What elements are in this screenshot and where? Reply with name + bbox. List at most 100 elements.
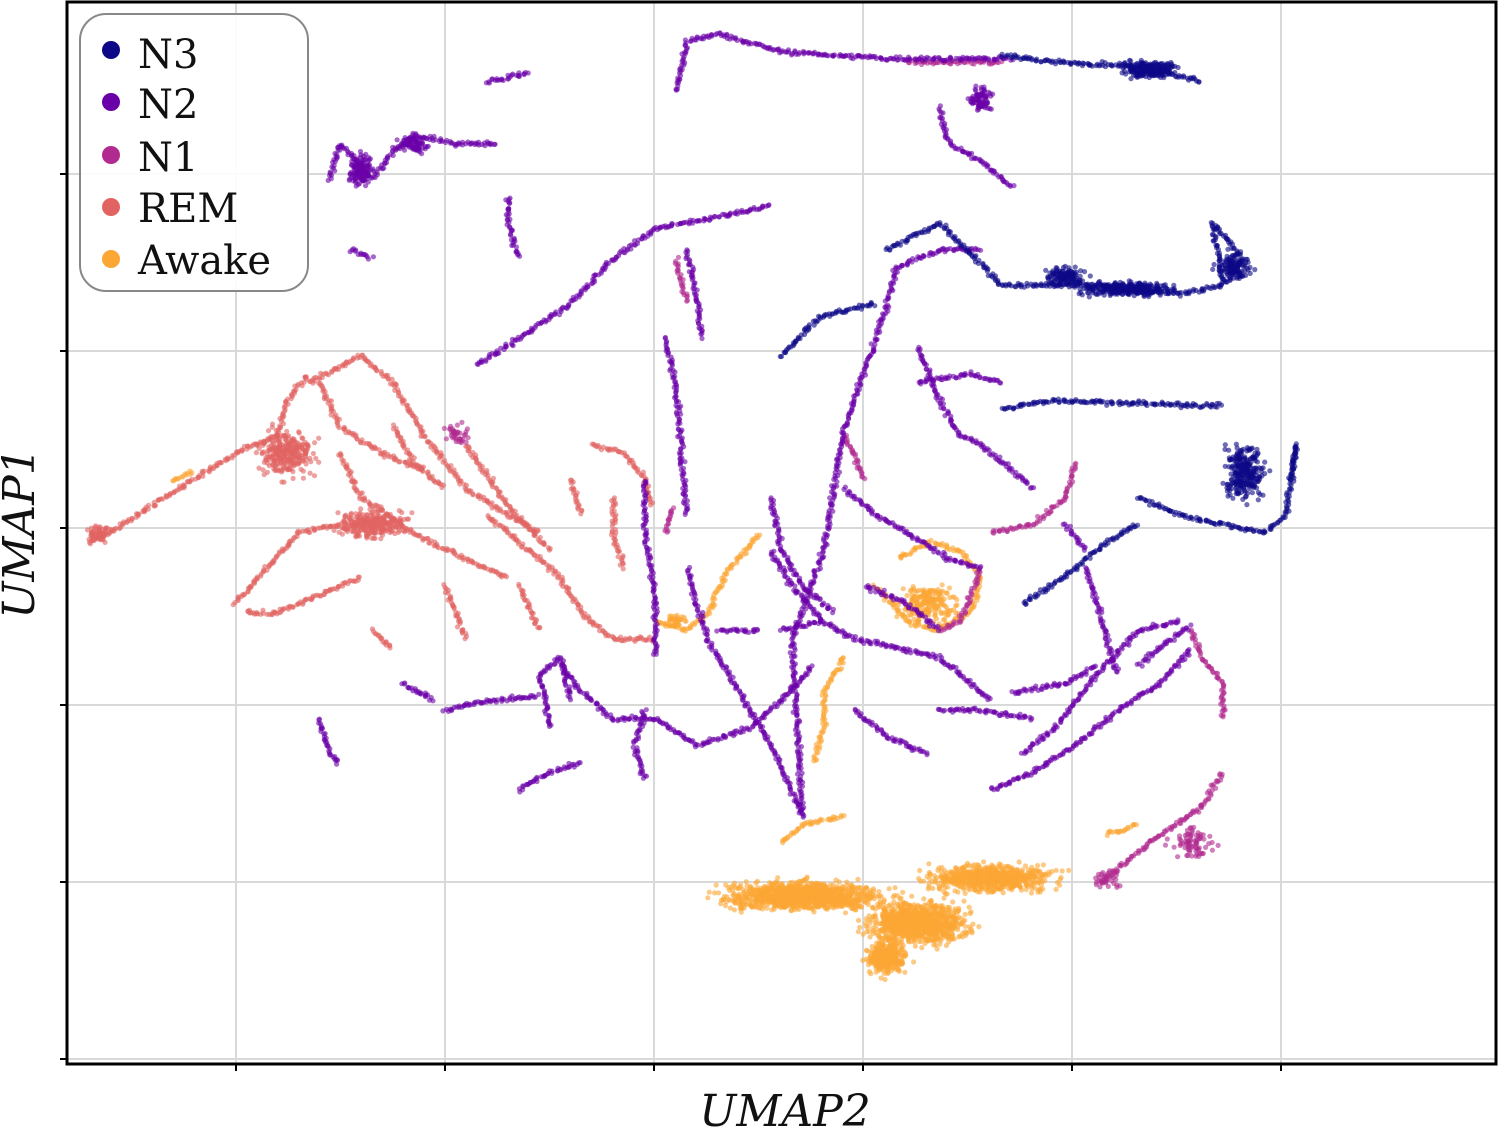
- point-awake: [813, 749, 820, 755]
- point-rem: [201, 468, 207, 474]
- point-rem: [420, 468, 426, 474]
- point-rem: [321, 396, 327, 402]
- point-awake: [900, 612, 907, 618]
- point-awake: [899, 959, 906, 965]
- point-awake: [775, 902, 781, 909]
- point-awake: [886, 959, 892, 965]
- point-awake: [954, 602, 960, 608]
- point-awake: [952, 923, 958, 929]
- point-awake: [984, 864, 990, 870]
- point-awake: [911, 588, 918, 594]
- point-awake: [933, 902, 939, 909]
- point-awake: [957, 921, 964, 928]
- point-awake: [787, 886, 793, 893]
- point-awake: [991, 874, 997, 880]
- point-awake: [1133, 822, 1140, 828]
- point-awake: [747, 883, 753, 889]
- point-rem: [439, 484, 445, 491]
- point-rem: [374, 367, 380, 374]
- point-awake: [789, 879, 795, 885]
- point-awake: [908, 918, 914, 924]
- point-awake: [713, 882, 719, 888]
- point-awake: [968, 909, 974, 915]
- point-rem: [616, 549, 622, 555]
- point-awake: [935, 867, 941, 874]
- point-awake: [727, 887, 733, 894]
- point-awake: [926, 861, 932, 867]
- point-awake: [944, 891, 950, 897]
- point-awake: [895, 913, 902, 919]
- point-awake: [968, 872, 974, 878]
- point-awake: [769, 899, 775, 905]
- point-awake: [724, 571, 730, 577]
- point-awake: [983, 875, 990, 882]
- point-awake: [947, 594, 953, 601]
- data-points: [84, 30, 1300, 983]
- point-awake: [935, 587, 941, 593]
- point-awake: [726, 897, 732, 903]
- point-awake: [822, 692, 829, 698]
- point-awake: [969, 930, 975, 936]
- point-awake: [754, 532, 760, 538]
- point-awake: [932, 541, 938, 547]
- point-awake: [911, 959, 917, 965]
- point-awake: [997, 878, 1003, 884]
- point-awake: [805, 904, 812, 911]
- point-awake: [972, 887, 978, 893]
- point-awake: [908, 622, 914, 628]
- point-awake: [881, 597, 887, 603]
- point-awake: [962, 923, 968, 929]
- point-awake: [927, 912, 933, 918]
- point-awake: [1058, 874, 1064, 881]
- point-awake: [948, 927, 955, 933]
- point-awake: [918, 915, 924, 921]
- point-awake: [937, 596, 943, 602]
- point-awake: [917, 867, 923, 874]
- point-awake: [944, 590, 950, 596]
- point-awake: [1022, 880, 1029, 886]
- point-awake: [928, 933, 934, 939]
- point-awake: [933, 919, 939, 925]
- point-awake: [926, 869, 932, 876]
- point-awake: [804, 875, 810, 882]
- point-awake: [907, 903, 914, 909]
- point-awake: [939, 906, 945, 912]
- point-awake: [961, 884, 967, 891]
- point-awake: [849, 885, 855, 891]
- point-awake: [768, 881, 774, 887]
- point-awake: [890, 933, 896, 939]
- point-awake: [909, 597, 915, 603]
- point-rem: [247, 583, 253, 589]
- point-awake: [1066, 867, 1072, 874]
- point-awake: [743, 879, 749, 885]
- point-awake: [888, 967, 895, 974]
- point-awake: [836, 879, 842, 885]
- point-awake: [947, 920, 953, 926]
- point-awake: [901, 933, 907, 939]
- point-awake: [967, 887, 973, 893]
- point-rem: [462, 636, 468, 642]
- point-awake: [974, 877, 980, 884]
- point-awake: [892, 885, 898, 891]
- point-awake: [909, 592, 915, 598]
- point-awake: [869, 956, 875, 962]
- point-awake: [908, 924, 914, 930]
- point-awake: [1006, 864, 1012, 870]
- point-awake: [937, 941, 943, 947]
- point-awake: [821, 897, 827, 903]
- point-awake: [840, 660, 846, 666]
- point-awake: [855, 898, 861, 904]
- point-awake: [855, 917, 862, 924]
- point-awake: [900, 889, 906, 895]
- point-awake: [836, 661, 842, 667]
- point-awake: [892, 919, 898, 925]
- point-awake: [924, 937, 931, 943]
- point-awake: [937, 935, 943, 941]
- point-awake: [946, 904, 953, 910]
- point-awake: [950, 899, 956, 905]
- point-awake: [909, 893, 915, 899]
- point-awake: [887, 947, 893, 953]
- point-awake: [811, 758, 817, 764]
- point-awake: [710, 600, 716, 607]
- point-awake: [812, 882, 818, 888]
